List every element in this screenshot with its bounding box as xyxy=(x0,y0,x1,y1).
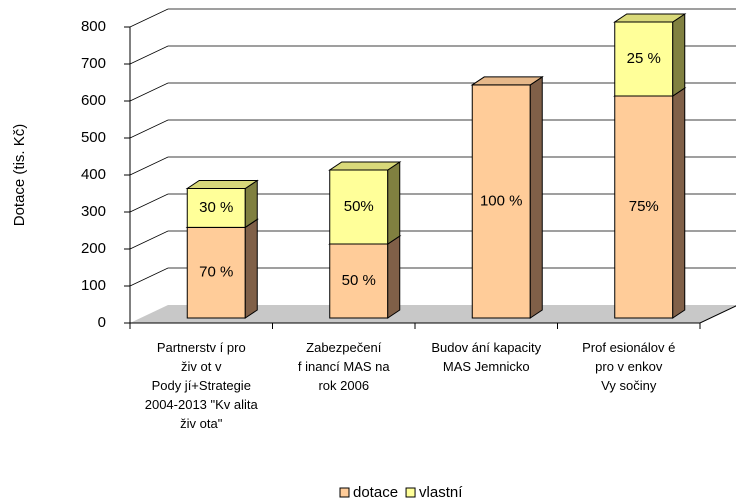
grid-line xyxy=(129,119,736,139)
bar-segment xyxy=(328,235,402,319)
grid-line xyxy=(129,230,736,250)
value-label: 25 % xyxy=(627,50,661,67)
legend-label: vlastní xyxy=(419,484,463,501)
bar-side xyxy=(529,75,543,319)
bar-side xyxy=(244,218,258,319)
value-label: 30 % xyxy=(199,199,233,216)
bar-side xyxy=(387,161,401,245)
y-tick-label: 100 xyxy=(81,277,106,294)
bar-segment xyxy=(613,13,687,97)
bar-side xyxy=(387,235,401,319)
bar-segment xyxy=(185,179,259,229)
value-label: 75% xyxy=(629,198,659,215)
legend-label: dotace xyxy=(353,484,398,501)
bar-segment xyxy=(328,161,402,245)
bar-top xyxy=(470,76,544,86)
value-label: 50% xyxy=(344,198,374,215)
grid-line xyxy=(129,267,736,287)
bar-side xyxy=(672,87,686,319)
value-label: 50 % xyxy=(342,272,376,289)
y-tick-label: 500 xyxy=(81,129,106,146)
y-axis-label: Dotace (tis. Kč) xyxy=(11,124,28,227)
grid-line xyxy=(129,156,736,176)
x-tick-label: Zabezpečení f inancí MAS na rok 2006 xyxy=(297,340,390,393)
grid-line xyxy=(129,8,736,28)
y-tick-label: 0 xyxy=(98,314,106,331)
y-tick-label: 600 xyxy=(81,92,106,109)
y-tick-label: 200 xyxy=(81,240,106,257)
x-tick-label: Prof esionálov é pro v enkov Vy sočiny xyxy=(582,340,676,393)
y-tick-label: 400 xyxy=(81,166,106,183)
grid-line xyxy=(129,45,736,65)
y-tick-label: 700 xyxy=(81,55,106,72)
bar-top xyxy=(328,161,402,171)
bar-side xyxy=(672,13,686,97)
bar-top xyxy=(185,180,259,189)
bar-segment xyxy=(470,75,544,319)
grid-line xyxy=(129,193,736,213)
floor xyxy=(130,305,736,323)
value-label: 70 % xyxy=(199,264,233,281)
bar-top xyxy=(613,13,687,23)
grid-line xyxy=(129,82,736,102)
y-tick-label: 300 xyxy=(81,203,106,220)
legend-swatch xyxy=(405,487,416,498)
legend-swatch xyxy=(339,487,350,498)
value-label: 100 % xyxy=(480,192,523,209)
y-tick-label: 800 xyxy=(81,18,106,35)
x-tick-label: Budov ání kapacity MAS Jemnicko xyxy=(431,340,542,374)
x-tick-label: Partnerstv í pro živ ot v Pody jí+Strate… xyxy=(144,340,258,431)
